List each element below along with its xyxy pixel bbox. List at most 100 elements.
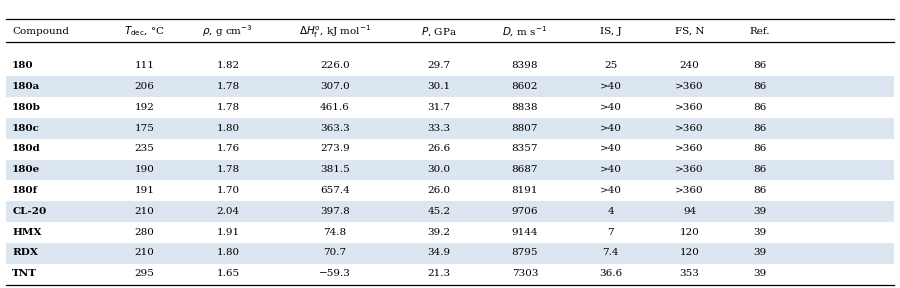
Text: 74.8: 74.8 [323, 228, 346, 237]
Text: 8357: 8357 [512, 144, 538, 153]
Text: FS, N: FS, N [675, 27, 705, 36]
Text: 1.80: 1.80 [216, 249, 239, 257]
Text: 86: 86 [753, 61, 766, 70]
Text: 8838: 8838 [512, 103, 538, 112]
Text: $P$, GPa: $P$, GPa [421, 25, 457, 38]
Bar [6, 118, 894, 139]
Text: −59.3: −59.3 [319, 269, 351, 278]
Text: >40: >40 [599, 165, 622, 174]
Text: 381.5: 381.5 [320, 165, 349, 174]
Text: 30.1: 30.1 [428, 82, 451, 91]
Text: 191: 191 [135, 186, 155, 195]
Text: 39: 39 [753, 207, 766, 216]
Bar [6, 201, 894, 222]
Text: >360: >360 [675, 165, 704, 174]
Text: 86: 86 [753, 124, 766, 132]
Text: TNT: TNT [13, 269, 37, 278]
Text: 26.6: 26.6 [428, 144, 451, 153]
Text: 9706: 9706 [512, 207, 538, 216]
Text: 295: 295 [135, 269, 155, 278]
Text: 8398: 8398 [512, 61, 538, 70]
Text: 1.76: 1.76 [216, 144, 239, 153]
Text: >40: >40 [599, 124, 622, 132]
Text: 175: 175 [135, 124, 155, 132]
Text: $T_{\rm dec}$, °C: $T_{\rm dec}$, °C [124, 24, 165, 38]
Text: 226.0: 226.0 [320, 61, 349, 70]
Text: 1.78: 1.78 [216, 165, 239, 174]
Text: 36.6: 36.6 [599, 269, 622, 278]
Text: 8602: 8602 [512, 82, 538, 91]
Text: >360: >360 [675, 82, 704, 91]
Text: 307.0: 307.0 [320, 82, 349, 91]
Text: $\Delta H_{\rm f}^{\rm o}$, kJ mol$^{-1}$: $\Delta H_{\rm f}^{\rm o}$, kJ mol$^{-1}… [299, 23, 371, 40]
Text: 39: 39 [753, 269, 766, 278]
Text: 180f: 180f [13, 186, 38, 195]
Text: >360: >360 [675, 103, 704, 112]
Text: 111: 111 [135, 61, 155, 70]
Text: 180: 180 [13, 61, 34, 70]
Text: >360: >360 [675, 186, 704, 195]
Text: 363.3: 363.3 [320, 124, 349, 132]
Text: 86: 86 [753, 186, 766, 195]
Text: 210: 210 [135, 249, 155, 257]
Text: 8687: 8687 [512, 165, 538, 174]
Text: 86: 86 [753, 82, 766, 91]
Text: IS, J: IS, J [599, 27, 621, 36]
Text: 180e: 180e [13, 165, 40, 174]
Text: 29.7: 29.7 [428, 61, 451, 70]
Text: 1.78: 1.78 [216, 82, 239, 91]
Text: 206: 206 [135, 82, 155, 91]
Text: 273.9: 273.9 [320, 144, 349, 153]
Text: 86: 86 [753, 103, 766, 112]
Text: 21.3: 21.3 [428, 269, 451, 278]
Text: 33.3: 33.3 [428, 124, 451, 132]
Text: Ref.: Ref. [750, 27, 770, 36]
Text: 180c: 180c [13, 124, 40, 132]
Text: 31.7: 31.7 [428, 103, 451, 112]
Text: 86: 86 [753, 144, 766, 153]
Bar [6, 243, 894, 264]
Text: >40: >40 [599, 144, 622, 153]
Text: CL-20: CL-20 [13, 207, 47, 216]
Text: 1.70: 1.70 [216, 186, 239, 195]
Text: >40: >40 [599, 103, 622, 112]
Text: 39.2: 39.2 [428, 228, 451, 237]
Text: 1.80: 1.80 [216, 124, 239, 132]
Text: 86: 86 [753, 165, 766, 174]
Text: 2.04: 2.04 [216, 207, 239, 216]
Text: 1.82: 1.82 [216, 61, 239, 70]
Text: 235: 235 [135, 144, 155, 153]
Text: 8795: 8795 [512, 249, 538, 257]
Text: 192: 192 [135, 103, 155, 112]
Text: 210: 210 [135, 207, 155, 216]
Text: 9144: 9144 [512, 228, 538, 237]
Text: 4: 4 [608, 207, 614, 216]
Bar [6, 160, 894, 181]
Text: 280: 280 [135, 228, 155, 237]
Text: 180b: 180b [13, 103, 41, 112]
Text: 94: 94 [683, 207, 697, 216]
Text: 34.9: 34.9 [428, 249, 451, 257]
Text: 26.0: 26.0 [428, 186, 451, 195]
Text: 353: 353 [680, 269, 699, 278]
Text: >40: >40 [599, 82, 622, 91]
Text: 1.91: 1.91 [216, 228, 239, 237]
Bar [6, 76, 894, 97]
Text: 7: 7 [608, 228, 614, 237]
Text: 120: 120 [680, 228, 699, 237]
Text: 45.2: 45.2 [428, 207, 451, 216]
Text: 461.6: 461.6 [320, 103, 349, 112]
Text: 397.8: 397.8 [320, 207, 349, 216]
Text: 1.65: 1.65 [216, 269, 239, 278]
Text: 39: 39 [753, 228, 766, 237]
Text: 1.78: 1.78 [216, 103, 239, 112]
Text: 39: 39 [753, 249, 766, 257]
Text: $\rho$, g cm$^{-3}$: $\rho$, g cm$^{-3}$ [202, 23, 254, 39]
Text: 190: 190 [135, 165, 155, 174]
Text: 7.4: 7.4 [602, 249, 619, 257]
Text: 180a: 180a [13, 82, 40, 91]
Text: 180d: 180d [13, 144, 40, 153]
Text: 8807: 8807 [512, 124, 538, 132]
Text: >360: >360 [675, 144, 704, 153]
Text: 70.7: 70.7 [323, 249, 346, 257]
